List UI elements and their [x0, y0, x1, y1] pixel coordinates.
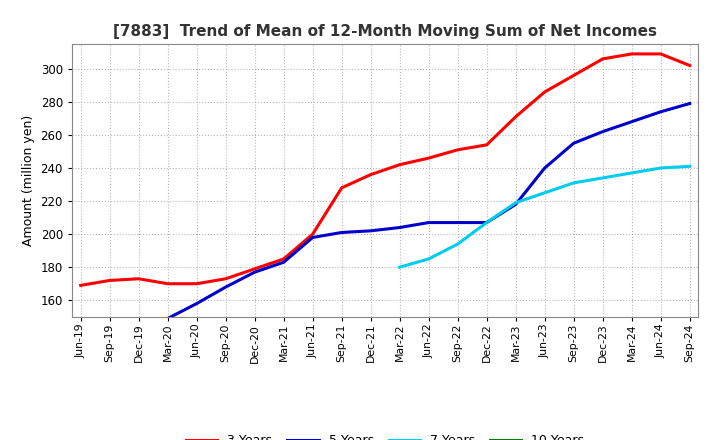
Y-axis label: Amount (million yen): Amount (million yen) [22, 115, 35, 246]
Legend: 3 Years, 5 Years, 7 Years, 10 Years: 3 Years, 5 Years, 7 Years, 10 Years [181, 429, 590, 440]
Title: [7883]  Trend of Mean of 12-Month Moving Sum of Net Incomes: [7883] Trend of Mean of 12-Month Moving … [113, 24, 657, 39]
